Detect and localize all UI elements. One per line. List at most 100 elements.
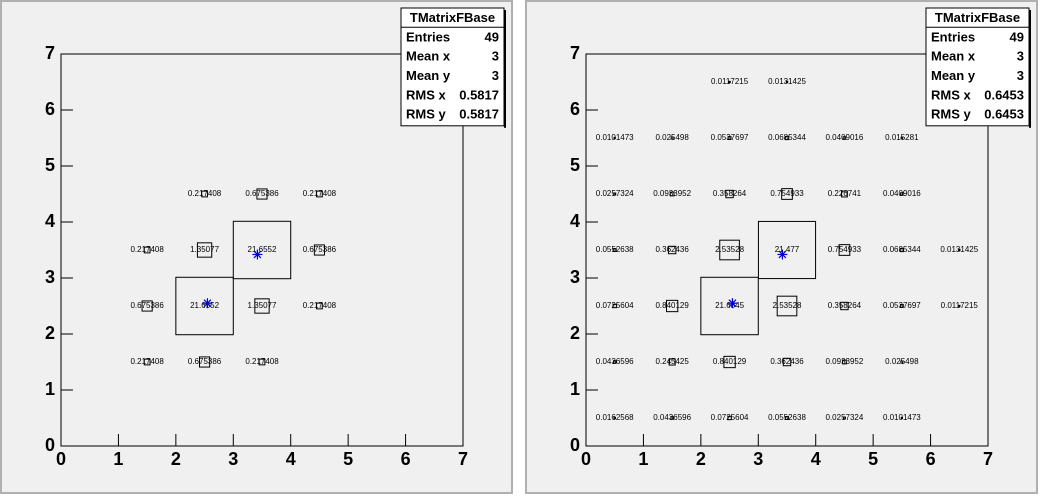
- marker-stroke: [253, 250, 262, 259]
- cell-box: [670, 136, 674, 140]
- y-tick-label: 1: [45, 379, 55, 399]
- cell-box: [727, 136, 732, 140]
- x-tick-label: 2: [171, 449, 181, 469]
- cell-box: [900, 360, 904, 364]
- cell-box: [199, 356, 211, 368]
- cell-box: [613, 416, 617, 420]
- stats-label: Entries: [931, 29, 975, 44]
- stats-value: 3: [492, 68, 499, 83]
- cell-box: [665, 299, 679, 313]
- cell-label: 1.35077: [248, 301, 277, 310]
- x-tick-label: 1: [638, 449, 648, 469]
- cell-label: 0.0436596: [653, 413, 691, 422]
- cell-box: [723, 355, 736, 369]
- cell-box: [838, 244, 851, 256]
- cell-label: 0.217408: [245, 357, 279, 366]
- cell-label: 0.754933: [828, 245, 862, 254]
- stats-label: RMS y: [931, 107, 972, 122]
- marker-stroke: [778, 250, 787, 259]
- x-tick-label: 5: [343, 449, 353, 469]
- cell-box: [613, 136, 616, 140]
- stats-shadow: [1029, 10, 1031, 128]
- cell-box: [175, 276, 234, 336]
- cell-label: 0.0162568: [596, 413, 634, 422]
- cell-box: [613, 192, 617, 196]
- x-tick-label: 0: [56, 449, 66, 469]
- stats-label: Entries: [406, 29, 450, 44]
- cell-box: [313, 244, 325, 256]
- y-tick-label: 0: [45, 435, 55, 455]
- y-tick-label: 5: [45, 155, 55, 175]
- cell-box: [900, 192, 904, 196]
- stats-value: 3: [1017, 49, 1024, 64]
- cell-label: 0.358264: [828, 301, 862, 310]
- y-tick-label: 4: [45, 211, 55, 231]
- x-tick-label: 5: [868, 449, 878, 469]
- cell-box: [785, 80, 789, 84]
- y-tick-label: 5: [570, 155, 580, 175]
- cell-label: 0.675386: [130, 301, 164, 310]
- cell-box: [201, 190, 208, 198]
- cell-label: 2.53528: [773, 301, 802, 310]
- cell-label: 0.0117215: [711, 77, 749, 86]
- cell-label: 0.0685344: [883, 245, 921, 254]
- cell-label: 0.0933952: [653, 189, 691, 198]
- cell-label: 0.0552638: [768, 413, 806, 422]
- cell-label: 0.0409016: [826, 133, 864, 142]
- stats-value: 3: [492, 49, 499, 64]
- cell-box: [612, 303, 617, 309]
- stats-label: RMS x: [406, 87, 447, 102]
- cell-label: 0.362436: [770, 357, 804, 366]
- y-tick-label: 7: [570, 43, 580, 63]
- cell-label: 0.0725604: [711, 413, 749, 422]
- x-tick-label: 6: [926, 449, 936, 469]
- marker: [252, 249, 263, 260]
- cell-box: [728, 80, 731, 84]
- stats-label: Mean x: [406, 49, 451, 64]
- cell-box: [842, 359, 847, 365]
- x-tick-label: 0: [581, 449, 591, 469]
- cell-label: 0.0552638: [596, 245, 634, 254]
- cell-label: 0.245425: [655, 357, 689, 366]
- cell-label: 0.015281: [885, 133, 919, 142]
- cell-box: [700, 276, 759, 336]
- y-tick-label: 6: [570, 99, 580, 119]
- stats-label: RMS y: [406, 107, 447, 122]
- cell-box: [900, 416, 903, 420]
- cell-label: 0.0131425: [940, 245, 978, 254]
- cell-box: [256, 188, 268, 200]
- cell-box: [719, 239, 740, 261]
- y-tick-label: 3: [45, 267, 55, 287]
- cell-label: 21.477: [775, 245, 800, 254]
- cell-box: [776, 295, 798, 317]
- cell-box: [316, 190, 323, 198]
- cell-label: 0.0257324: [826, 413, 864, 422]
- stats-label: Mean x: [931, 49, 976, 64]
- cell-label: 0.226741: [828, 189, 862, 198]
- cell-label: 0.0933952: [826, 357, 864, 366]
- cell-label: 0.362436: [655, 245, 689, 254]
- x-tick-label: 1: [113, 449, 123, 469]
- y-tick-label: 6: [45, 99, 55, 119]
- y-tick-label: 4: [570, 211, 580, 231]
- x-tick-label: 7: [983, 449, 993, 469]
- cell-label: 1.35077: [190, 245, 219, 254]
- frame: [60, 53, 464, 447]
- cell-label: 0.217408: [130, 245, 164, 254]
- marker: [777, 249, 788, 260]
- marker: [727, 298, 738, 309]
- cell-label: 2.53528: [715, 245, 744, 254]
- cell-label: 0.675386: [188, 357, 222, 366]
- stats-shadow: [504, 10, 506, 128]
- x-tick-label: 6: [401, 449, 411, 469]
- y-tick-label: 0: [570, 435, 580, 455]
- cell-box: [784, 135, 790, 141]
- cell-box: [196, 242, 213, 258]
- stats-label: Mean y: [931, 68, 976, 83]
- cell-label: 0.0725604: [596, 301, 634, 310]
- cell-box: [842, 136, 847, 140]
- marker-stroke: [728, 299, 737, 308]
- cell-label: 0.025498: [885, 357, 919, 366]
- cell-label: 0.0436596: [596, 357, 634, 366]
